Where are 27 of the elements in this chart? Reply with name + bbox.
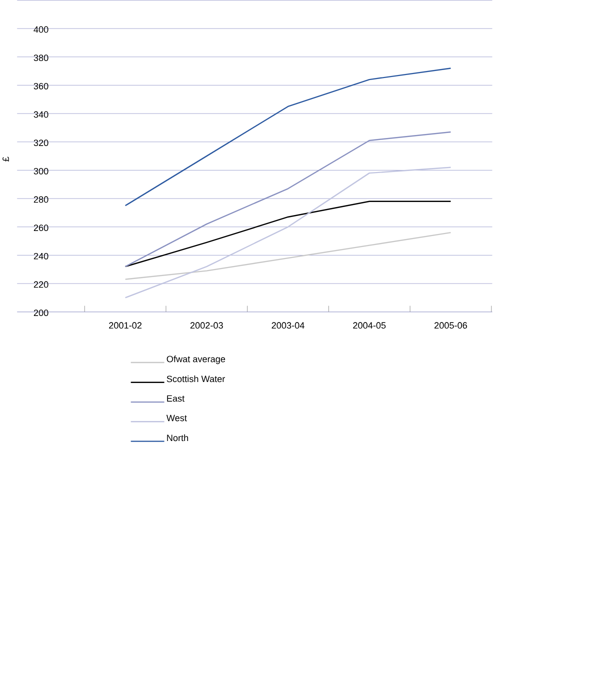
x-tick-label: 2001-02 [109, 322, 142, 329]
x-tick-label: 2005-06 [434, 322, 468, 329]
y-tick-label: 300 [34, 168, 48, 174]
y-tick-label: 380 [34, 54, 48, 62]
legend-label: Scottish Water [166, 375, 226, 382]
legend-label: West [166, 414, 188, 422]
legend-label: Ofwat average [167, 356, 226, 364]
legend-label: North [167, 434, 188, 442]
y-tick-label: 220 [34, 281, 48, 288]
line-series [124, 166, 452, 298]
line-series [124, 131, 452, 268]
y-axis-title: £ [2, 156, 10, 162]
y-tick-label: 240 [34, 252, 48, 260]
y-tick-label: 340 [34, 111, 48, 118]
y-tick-label: 360 [34, 82, 48, 90]
x-tick-label: 2002-03 [190, 322, 224, 329]
y-tick-label: 200 [34, 310, 48, 316]
line-series [124, 200, 452, 268]
x-tick-label: 2004-05 [353, 322, 386, 329]
x-tick-label: 2003-04 [272, 322, 305, 329]
legend-label: East [167, 395, 185, 402]
y-tick-label: 260 [34, 224, 48, 232]
line-series [124, 232, 452, 280]
y-tick-label: 320 [34, 140, 48, 146]
y-tick-label: 280 [34, 196, 48, 203]
y-tick-label: 400 [34, 26, 48, 33]
line-series [124, 68, 452, 206]
